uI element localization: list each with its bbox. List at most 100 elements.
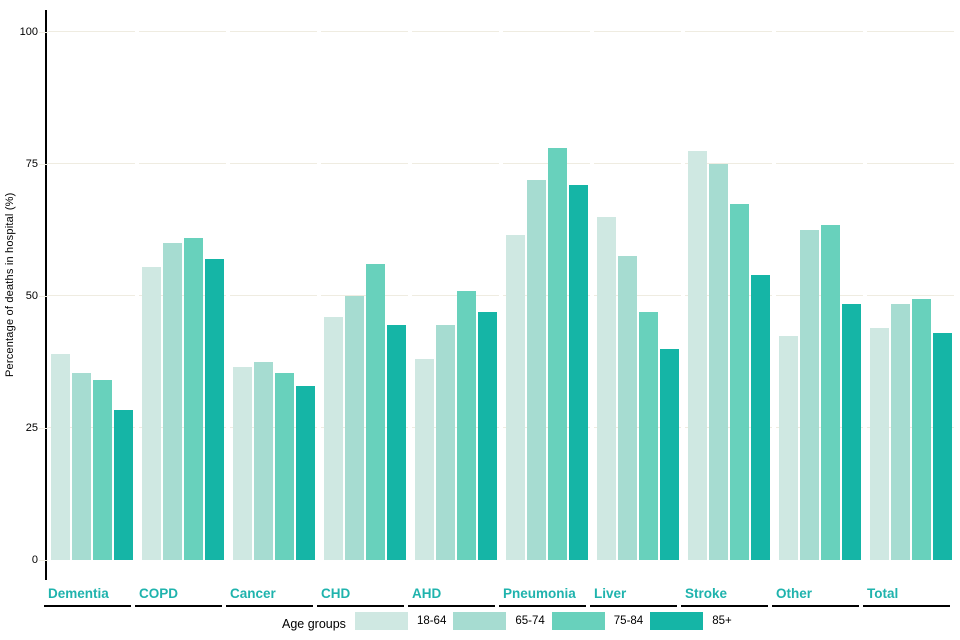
bar-cancer-75-84 <box>274 372 294 560</box>
gridline <box>776 295 863 296</box>
y-tick-label: 100 <box>19 26 38 38</box>
y-tick-mark <box>39 296 48 297</box>
bar-group-other <box>776 224 863 560</box>
gridline <box>48 427 135 428</box>
gridline <box>48 295 135 296</box>
bar-other-85+ <box>841 303 861 560</box>
gridline <box>139 295 226 296</box>
gridline <box>321 163 408 164</box>
gridline <box>685 295 772 296</box>
legend-swatch <box>354 612 408 630</box>
bar-pneumonia-65-74 <box>526 179 546 560</box>
legend-title: Age groups <box>282 616 346 631</box>
y-tick-mark <box>39 560 48 561</box>
plot-area: 0 25 50 75 100 <box>20 10 954 580</box>
gridline <box>321 295 408 296</box>
gridline <box>503 295 590 296</box>
gridline <box>685 163 772 164</box>
bar-cancer-18-64 <box>232 367 252 560</box>
gridline <box>48 31 135 32</box>
bar-copd-18-64 <box>141 266 161 560</box>
legend-label: 85+ <box>712 615 732 627</box>
gridline <box>776 163 863 164</box>
panel-cancer <box>230 10 317 560</box>
gridline <box>594 427 681 428</box>
bar-group-liver <box>594 216 681 560</box>
category-label-total: Total <box>863 586 950 607</box>
bar-chd-75-84 <box>365 264 385 560</box>
bar-group-dementia <box>48 354 135 560</box>
gridline <box>503 163 590 164</box>
gridline <box>412 31 499 32</box>
category-label-ahd: AHD <box>408 586 495 607</box>
bar-pneumonia-75-84 <box>547 148 567 560</box>
gridline <box>867 427 954 428</box>
y-tick-mark <box>39 428 48 429</box>
category-label-liver: Liver <box>590 586 677 607</box>
bar-ahd-65-74 <box>435 325 455 560</box>
bar-total-65-74 <box>890 303 910 560</box>
bar-group-copd <box>139 237 226 560</box>
category-label-dementia: Dementia <box>44 586 131 607</box>
bar-copd-65-74 <box>162 243 182 560</box>
gridline <box>139 31 226 32</box>
bar-group-ahd <box>412 290 499 560</box>
y-tick-label: 25 <box>25 422 38 434</box>
legend-label: 65-74 <box>515 615 545 627</box>
gridline <box>139 427 226 428</box>
category-labels: Dementia COPD Cancer CHD AHD Pneumonia Liver St… <box>44 586 950 607</box>
y-tick-label: 0 <box>31 554 38 566</box>
bar-stroke-75-84 <box>729 203 749 560</box>
bar-group-pneumonia <box>503 148 590 560</box>
legend-label: 18-64 <box>416 615 447 627</box>
panel-total <box>867 10 954 560</box>
category-label-other: Other <box>772 586 859 607</box>
bar-group-stroke <box>685 150 772 560</box>
panel-ahd <box>412 10 499 560</box>
gridline <box>867 163 954 164</box>
gridline <box>321 31 408 32</box>
bar-panels <box>48 10 954 560</box>
y-axis-title: Percentage of deaths in hospital (%) <box>4 192 16 378</box>
bar-pneumonia-18-64 <box>505 235 525 560</box>
gridline <box>230 295 317 296</box>
legend-item-85+: 85+ <box>650 612 732 630</box>
bar-total-75-84 <box>911 298 931 560</box>
legend-label: 75-84 <box>613 615 644 627</box>
bar-dementia-85+ <box>113 409 133 560</box>
bar-cancer-65-74 <box>253 362 273 560</box>
legend-swatch <box>453 612 507 630</box>
bar-other-65-74 <box>799 230 819 560</box>
bar-pneumonia-85+ <box>568 185 588 560</box>
bar-group-cancer <box>230 362 317 560</box>
gridline <box>503 31 590 32</box>
y-tick-mark <box>39 164 48 165</box>
gridline <box>776 31 863 32</box>
gridline <box>48 163 135 164</box>
category-label-stroke: Stroke <box>681 586 768 607</box>
gridline <box>685 427 772 428</box>
legend-items: 18-64 65-74 75-84 85+ <box>354 612 739 635</box>
gridline <box>139 163 226 164</box>
category-label-pneumonia: Pneumonia <box>499 586 586 607</box>
bar-dementia-75-84 <box>92 380 112 560</box>
bar-total-85+ <box>932 332 952 560</box>
bar-group-total <box>867 298 954 560</box>
bar-liver-18-64 <box>596 216 616 560</box>
bar-cancer-85+ <box>295 385 315 560</box>
y-axis-line <box>45 10 47 580</box>
bar-stroke-85+ <box>750 274 770 560</box>
bar-ahd-18-64 <box>414 359 434 560</box>
bar-total-18-64 <box>869 327 889 560</box>
gridline <box>867 295 954 296</box>
bar-ahd-85+ <box>477 311 497 560</box>
bar-copd-85+ <box>204 259 224 560</box>
bar-group-chd <box>321 264 408 560</box>
gridline <box>230 31 317 32</box>
bar-other-75-84 <box>820 224 840 560</box>
category-label-cancer: Cancer <box>226 586 313 607</box>
panel-liver <box>594 10 681 560</box>
y-tick-label: 50 <box>25 290 38 302</box>
gridline <box>594 31 681 32</box>
